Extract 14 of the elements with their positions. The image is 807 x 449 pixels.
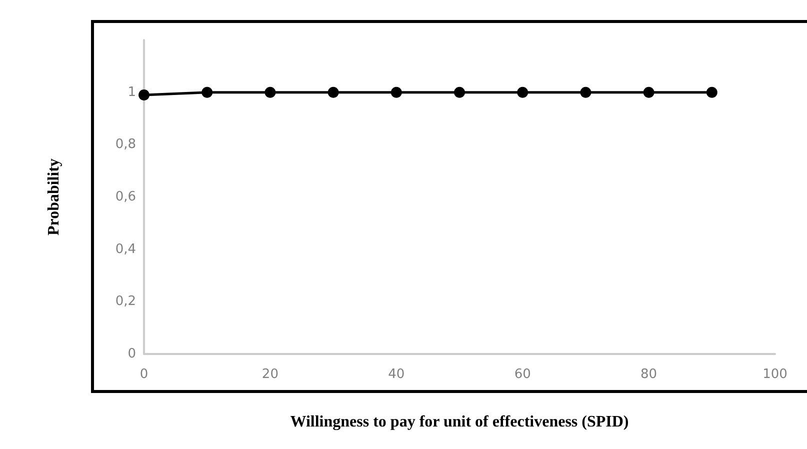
y-tick-label: 0,4 <box>115 242 136 257</box>
y-tick-label: 1 <box>128 84 136 100</box>
y-tick-label: 0,2 <box>115 294 136 310</box>
x-axis-title: Willingness to pay for unit of effectiveness (SPID) <box>290 414 629 430</box>
x-tick-label: 80 <box>640 367 658 382</box>
x-tick-label: 60 <box>514 367 531 382</box>
y-tick-label: 0,6 <box>115 190 136 204</box>
y-axis-title: Probability <box>46 158 62 236</box>
x-tick-label: 0 <box>140 367 148 382</box>
x-tick-label: 20 <box>262 367 278 382</box>
x-tick-label: 100 <box>762 367 788 382</box>
y-tick-label: 0 <box>128 346 136 362</box>
y-tick-label: 0,8 <box>115 137 136 152</box>
x-tick-label: 40 <box>388 367 405 382</box>
